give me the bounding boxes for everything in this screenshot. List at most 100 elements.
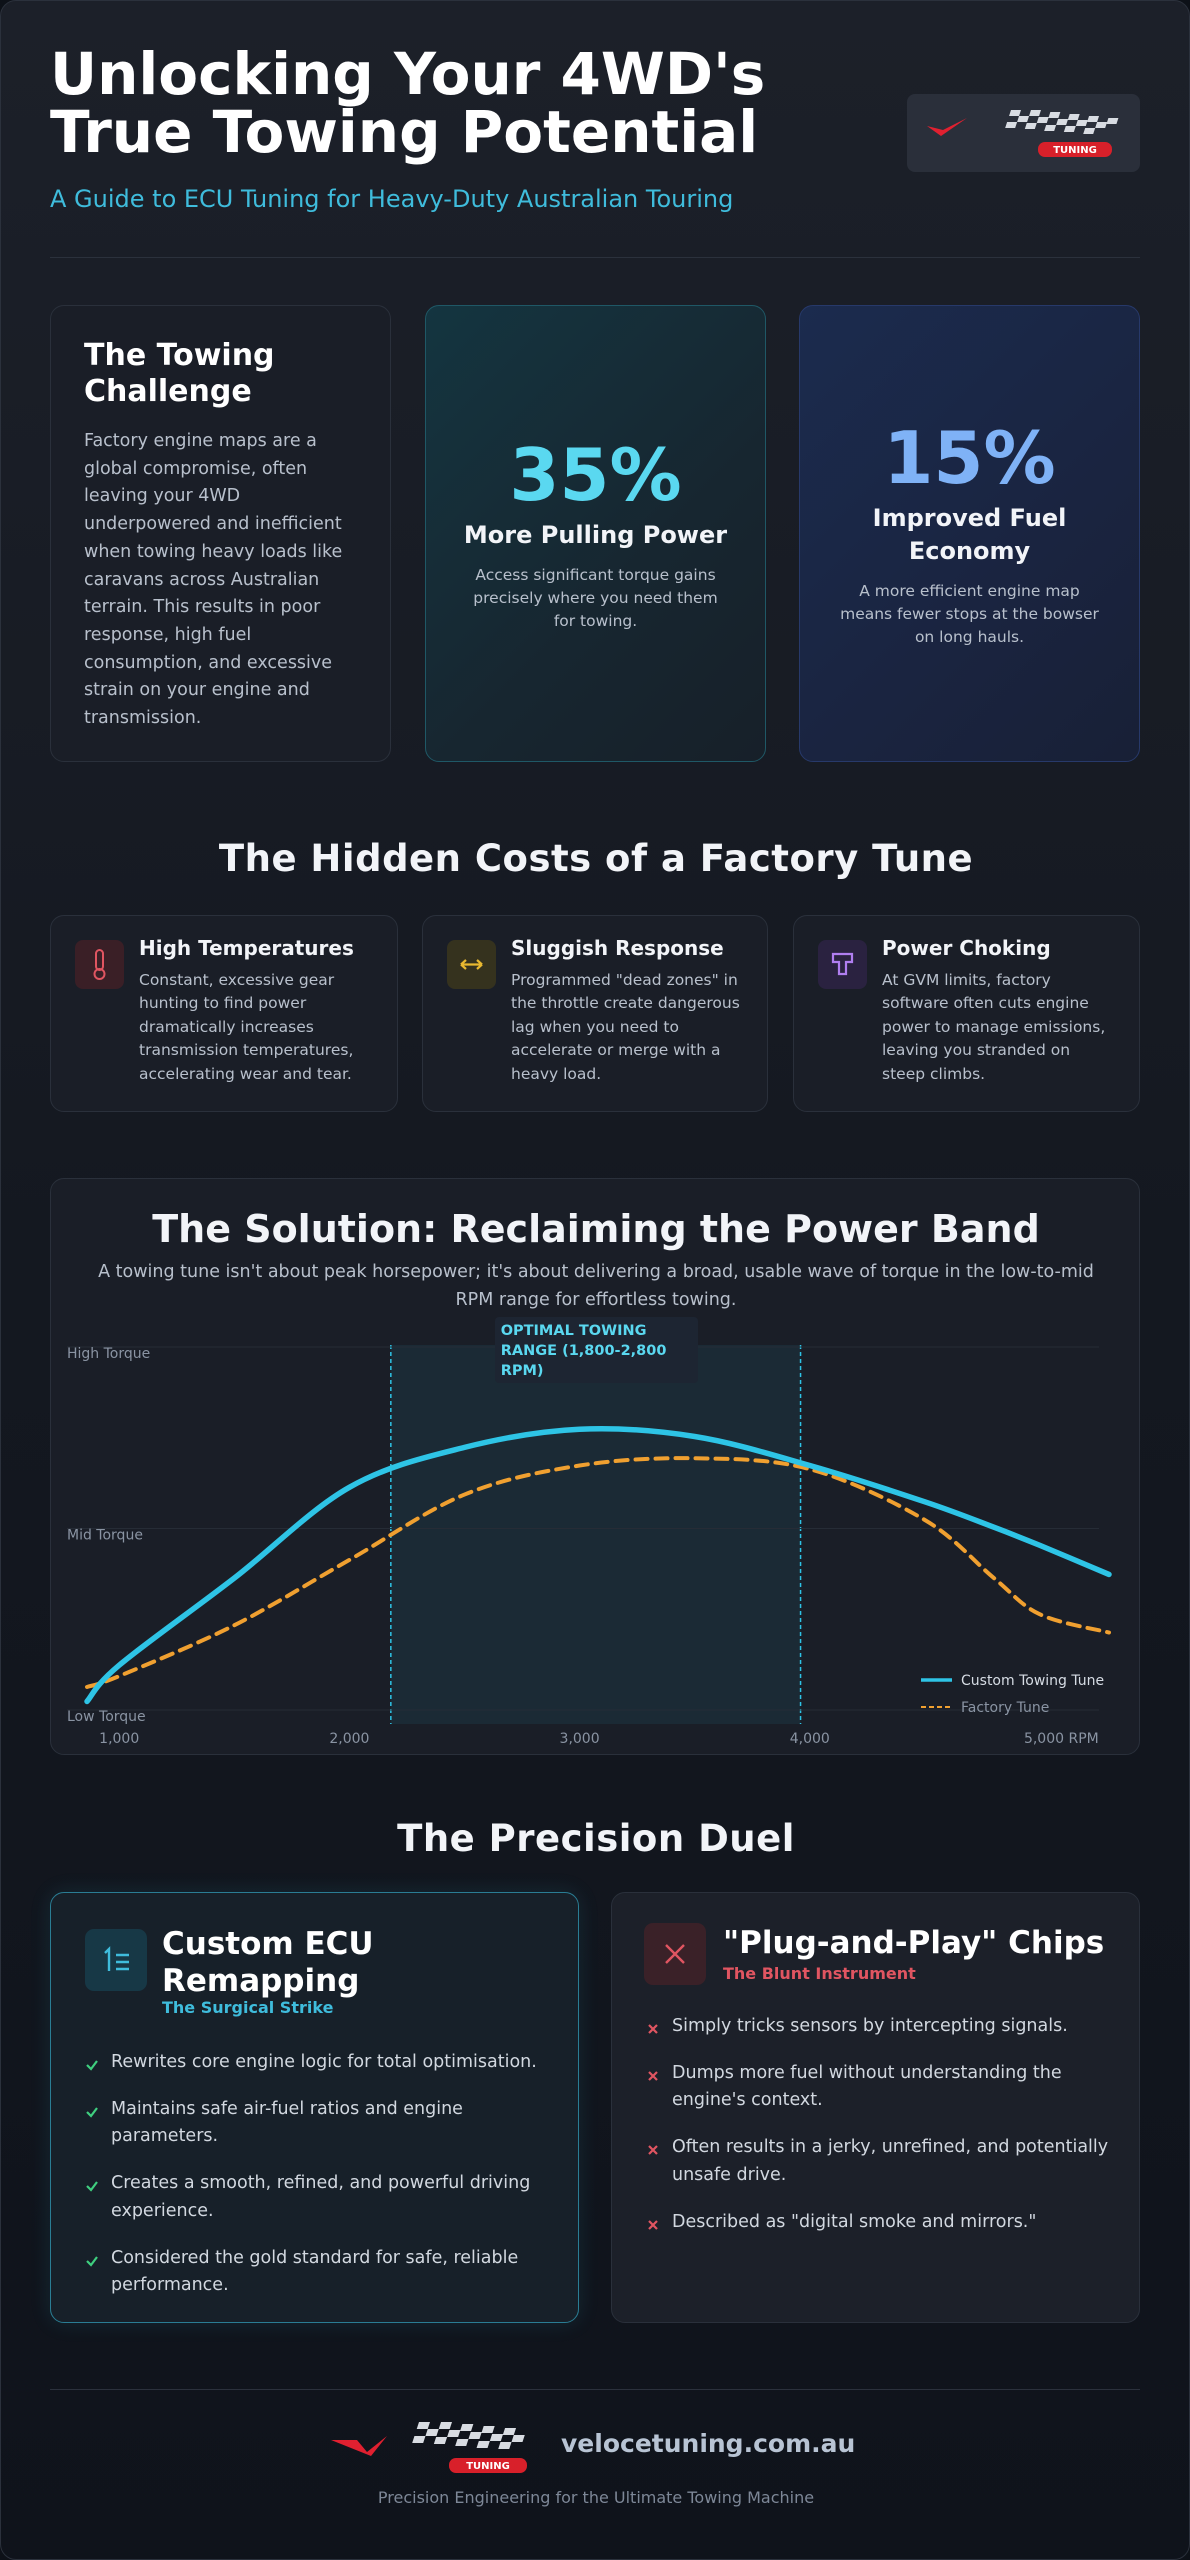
icon-box [818,940,867,989]
duel-point-text: Dumps more fuel without understanding th… [672,2062,1062,2111]
shape [1036,117,1049,123]
cost-card: Sluggish Response Programmed "dead zones… [422,915,768,1112]
shape [648,2219,658,2230]
logo-badge: TUNING [466,2461,510,2472]
duel-point: Creates a smooth, refined, and powerful … [85,2170,548,2225]
legend-label: Factory Tune [961,1700,1049,1716]
shape [86,2107,98,2118]
footer-logo: TUNING [331,2422,527,2473]
intro-title: The Towing Challenge [84,338,275,409]
duel-points: Simply tricks sensors by intercepting si… [646,2013,1109,2255]
shape [1038,142,1112,157]
shape [438,2422,452,2429]
icon-box [75,940,124,989]
duel-card: "Plug-and-Play" Chips The Blunt Instrume… [611,1892,1140,2323]
cost-body: Constant, excessive gear hunting to find… [139,971,354,1083]
series-line [85,1456,1111,1689]
shape [1017,116,1030,122]
duel-title: "Plug-and-Play" Chips [723,1925,1105,1961]
shape [511,2435,525,2442]
cost-card: Power Choking At GVM limits, factory sof… [793,915,1140,1112]
shape [665,1944,685,1964]
page-subtitle: A Guide to ECU Tuning for Heavy-Duty Aus… [50,185,734,213]
shape [927,118,967,136]
x-tick-label: 4,000 [790,1731,830,1747]
shape [331,2436,387,2456]
shape [104,1946,129,1971]
shape [460,959,483,970]
shape [425,2429,439,2436]
shape [468,2432,482,2439]
duel-title: Custom ECU Remapping [162,1926,374,1999]
highlight-band [390,1345,801,1724]
shape [95,949,104,971]
intro-body: Factory engine maps are a global comprom… [84,431,343,729]
duel-point-text: Maintains safe air-fuel ratios and engin… [111,2098,463,2147]
logo-badge: TUNING [1053,145,1097,156]
shape [648,2145,658,2155]
shape [86,2181,98,2192]
icon-box [644,1923,706,1985]
x-icon [665,1944,685,1964]
duel-subtitle: The Surgical Strike [162,1998,334,2017]
title-block: Unlocking Your 4WD's True Towing Potenti… [50,45,820,161]
duel-point: Rewrites core engine logic for total opt… [85,2049,548,2077]
shape [447,2430,461,2437]
series-line [84,1425,1112,1705]
check-icon [86,2060,98,2071]
highlight-label: OPTIMAL TOWING RANGE (1,800-2,800 RPM) [494,1317,698,1383]
shape [831,952,854,976]
duel-subtitle: The Blunt Instrument [723,1964,916,1983]
cost-body: Programmed "dead zones" in the throttle … [511,971,740,1083]
shape [1095,122,1108,128]
stat-label: More Pulling Power [463,520,728,549]
thermometer-icon [93,949,106,980]
duel-point-text: Considered the gold standard for safe, r… [111,2247,519,2296]
shape [93,968,106,980]
shape [476,2441,490,2448]
duel-point-text: Creates a smooth, refined, and powerful … [111,2173,531,2221]
cost-title: Sluggish Response [511,936,724,960]
check-icon [86,2255,98,2267]
legend-label: Custom Towing Tune [961,1673,1104,1689]
cost-body: At GVM limits, factory software often cu… [882,971,1106,1083]
cost-title: High Temperatures [139,936,354,960]
divider [50,257,1140,258]
list-icon [104,1946,129,1971]
page-title: Unlocking Your 4WD's True Towing Potenti… [50,40,766,166]
stat-description: A more efficient engine map means fewer … [840,582,1099,646]
shape [1029,110,1041,116]
x-tick-label: 1,000 [99,1731,139,1747]
stat-card: 15% Improved Fuel Economy A more efficie… [799,305,1140,762]
shape [433,2437,448,2444]
stat-description: Access significant torque gains precisel… [473,565,718,630]
divider [50,2389,1140,2390]
stat-value: 15% [883,416,1056,500]
cross-icon [648,2145,658,2155]
stat-card: 35% More Pulling Power Access significan… [425,305,766,762]
duel-point: Dumps more fuel without understanding th… [646,2060,1109,2115]
duel-point-text: Simply tricks sensors by intercepting si… [672,2016,1068,2036]
chart-title: The Solution: Reclaiming the Power Band [152,1207,1040,1251]
shape [1048,112,1061,118]
duel-card: Custom ECU Remapping The Surgical Strike… [50,1892,579,2323]
duel-point-text: Described as "digital smoke and mirrors.… [672,2211,1037,2232]
shape [455,2439,469,2446]
shape [449,2458,527,2473]
shape [1005,122,1018,128]
x-tick-label: 2,000 [329,1731,369,1747]
duel-point: Considered the gold standard for safe, r… [85,2245,548,2300]
shape [1063,126,1076,132]
chart: Low Torque Mid Torque High Torque 1,000 2,00… [67,1317,1112,1747]
cost-title: Power Choking [882,936,1051,960]
duel-point-text: Often results in a jerky, unrefined, and… [672,2137,1109,2185]
shape [648,2024,658,2034]
y-tick-label: Mid Torque [67,1528,143,1544]
shape [412,2436,426,2443]
duel-points: Rewrites core engine logic for total opt… [85,2049,548,2319]
chart-subtitle: A towing tune isn't about peak horsepowe… [98,1262,1094,1310]
shape [1056,119,1069,125]
shape [86,2060,98,2071]
